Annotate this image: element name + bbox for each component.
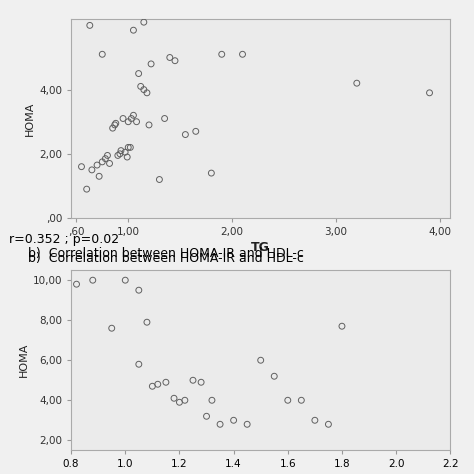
Y-axis label: HOMA: HOMA [25, 101, 35, 136]
Point [125, 118, 132, 126]
Point [140, 18, 147, 26]
Point [125, 144, 132, 151]
Point [130, 111, 137, 119]
Point [101, 155, 109, 163]
Point [338, 322, 346, 330]
Point [189, 376, 197, 384]
Point [106, 160, 113, 167]
Point [154, 381, 162, 388]
Point [218, 51, 226, 58]
Point [426, 89, 433, 97]
Point [192, 128, 200, 135]
Point [99, 158, 106, 165]
Point [170, 394, 178, 402]
Point [243, 420, 251, 428]
Point [143, 319, 151, 326]
Point [95, 173, 103, 180]
Point [166, 54, 173, 61]
Point [104, 152, 111, 159]
Point [161, 115, 168, 122]
Point [133, 118, 140, 126]
Point [109, 124, 117, 132]
Point [128, 115, 135, 122]
Point [78, 163, 85, 171]
Point [112, 119, 119, 127]
Point [216, 420, 224, 428]
Point [99, 51, 106, 58]
Point [114, 152, 122, 159]
Point [155, 176, 163, 183]
Point [230, 417, 237, 424]
Point [145, 121, 153, 129]
Y-axis label: HOMA: HOMA [18, 343, 28, 377]
Point [311, 417, 319, 424]
Point [271, 373, 278, 380]
Point [171, 57, 179, 64]
Point [143, 89, 151, 97]
Point [83, 185, 91, 193]
Point [162, 378, 170, 386]
Point [121, 276, 129, 284]
Point [182, 131, 189, 138]
Point [137, 82, 145, 90]
Point [181, 396, 189, 404]
Point [203, 412, 210, 420]
Point [208, 169, 215, 177]
Point [127, 144, 134, 151]
Point [123, 153, 131, 161]
Point [176, 399, 183, 406]
Text: b)  Correlation between HOMA-IR and HDL-c: b) Correlation between HOMA-IR and HDL-c [28, 252, 304, 265]
Point [121, 148, 129, 156]
Point [298, 396, 305, 404]
Point [89, 276, 97, 284]
Text: r=0.352 ; p=0.02: r=0.352 ; p=0.02 [9, 233, 119, 246]
Point [208, 396, 216, 404]
Point [197, 378, 205, 386]
Point [108, 324, 116, 332]
Point [239, 51, 246, 58]
Point [353, 79, 361, 87]
X-axis label: TG: TG [251, 241, 270, 254]
Point [88, 166, 96, 173]
Point [284, 396, 292, 404]
Text: b)  Correlation between HOMA-IR and HDL-c: b) Correlation between HOMA-IR and HDL-c [28, 247, 304, 260]
Point [135, 70, 142, 77]
Point [73, 281, 80, 288]
Point [325, 420, 332, 428]
Point [116, 150, 124, 158]
Point [130, 27, 137, 34]
Point [257, 356, 264, 364]
Point [86, 22, 93, 29]
Point [119, 115, 127, 122]
Point [135, 286, 143, 294]
Point [111, 121, 118, 129]
Point [117, 147, 125, 155]
Point [135, 360, 143, 368]
Point [147, 60, 155, 68]
Point [140, 86, 147, 93]
Point [148, 383, 156, 390]
Point [93, 161, 101, 169]
